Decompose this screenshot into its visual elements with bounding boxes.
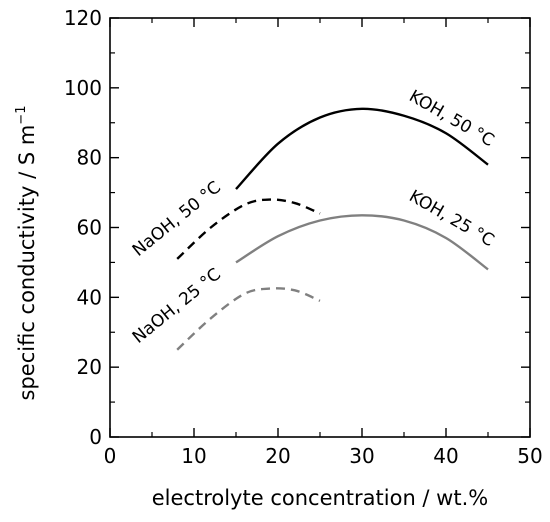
y-tick-label: 80 (77, 146, 102, 170)
y-tick-label: 120 (64, 6, 102, 30)
series-line-koh-25-c (235, 214, 489, 271)
y-tick-label: 40 (77, 285, 102, 309)
x-tick-label: 40 (433, 444, 458, 468)
x-tick-label: 0 (104, 444, 117, 468)
y-tick-label: 0 (89, 425, 102, 449)
data-series (176, 107, 489, 351)
x-axis-title: electrolyte concentration / wt.% (152, 486, 488, 510)
series-label-koh-50-c: KOH, 50 °C (406, 86, 498, 151)
x-tick-label: 20 (265, 444, 290, 468)
axis-ticks (109, 17, 531, 438)
axis-tick-labels: 0 10 20 30 40 50 0 20 40 60 80 100 120 (64, 6, 543, 468)
y-tick-label: 100 (64, 76, 102, 100)
x-tick-label: 30 (349, 444, 374, 468)
series-label-naoh-25-c: NaOH, 25 °C (129, 265, 225, 348)
x-tick-label: 10 (181, 444, 206, 468)
series-label-naoh-50-c: NaOH, 50 °C (129, 178, 225, 261)
y-axis-title-superscript: −1 (14, 106, 29, 125)
y-axis-title: specific conductivity / S m−1 (14, 106, 39, 401)
y-axis-title-main: specific conductivity / S m (15, 125, 39, 401)
y-tick-label: 60 (77, 216, 102, 240)
y-tick-label: 20 (77, 355, 102, 379)
series-line-naoh-25-c (176, 287, 321, 351)
series-line-koh-50-c (235, 107, 489, 190)
series-line-naoh-50-c (176, 198, 321, 260)
x-tick-label: 50 (517, 444, 542, 468)
